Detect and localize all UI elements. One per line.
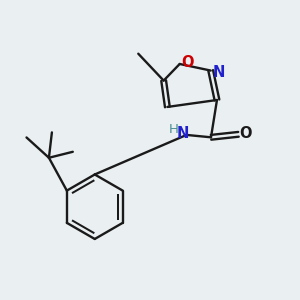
- Text: O: O: [240, 126, 252, 141]
- Text: N: N: [212, 65, 225, 80]
- Text: O: O: [182, 55, 194, 70]
- Text: H: H: [168, 123, 178, 136]
- Text: N: N: [176, 126, 188, 141]
